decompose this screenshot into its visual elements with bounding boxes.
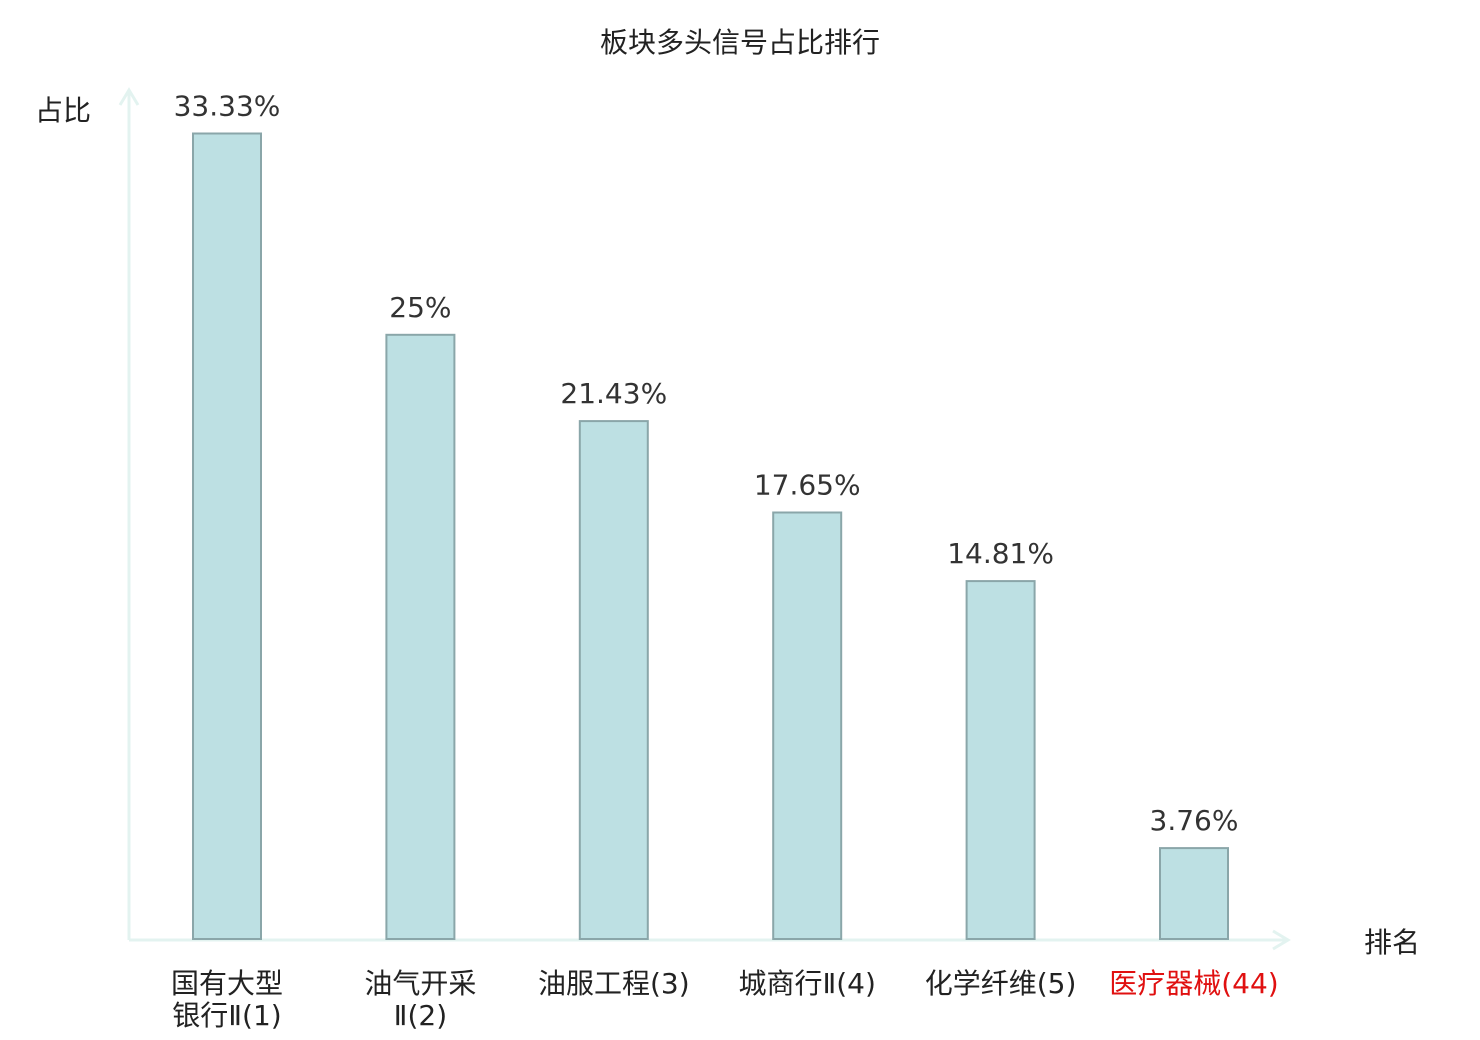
value-label: 33.33% — [174, 90, 281, 123]
category-label: Ⅱ(2) — [394, 999, 447, 1032]
x-axis-label: 排名 — [1364, 926, 1420, 959]
bar — [578, 420, 649, 941]
category-label: 国有大型 — [171, 967, 283, 1000]
value-label: 3.76% — [1150, 804, 1239, 837]
category-label: 化学纤维(5) — [925, 967, 1077, 1000]
category-label: 城商行Ⅱ(4) — [738, 967, 875, 1000]
category-label: 医疗器械(44) — [1109, 967, 1278, 1000]
value-label: 17.65% — [754, 469, 861, 502]
category-label: 银行Ⅱ(1) — [172, 999, 281, 1032]
value-label: 14.81% — [947, 537, 1054, 570]
bar — [385, 333, 456, 940]
bar — [1159, 847, 1229, 940]
x-axis-arrow — [1272, 929, 1291, 951]
bar — [192, 132, 262, 940]
value-labels: 33.33% 25% 21.43% 17.65% 14.81% 3.76% — [174, 90, 1239, 838]
bar-series — [192, 132, 1229, 941]
y-axis-arrow — [118, 87, 140, 106]
bar — [772, 511, 843, 940]
chart-title: 板块多头信号占比排行 — [600, 26, 880, 59]
y-axis-label: 占比 — [35, 94, 91, 127]
value-label: 21.43% — [560, 377, 667, 410]
value-label: 25% — [389, 291, 451, 324]
bar — [965, 580, 1036, 940]
category-label: 油服工程(3) — [538, 967, 690, 1000]
category-label: 油气开采 — [364, 967, 476, 1000]
